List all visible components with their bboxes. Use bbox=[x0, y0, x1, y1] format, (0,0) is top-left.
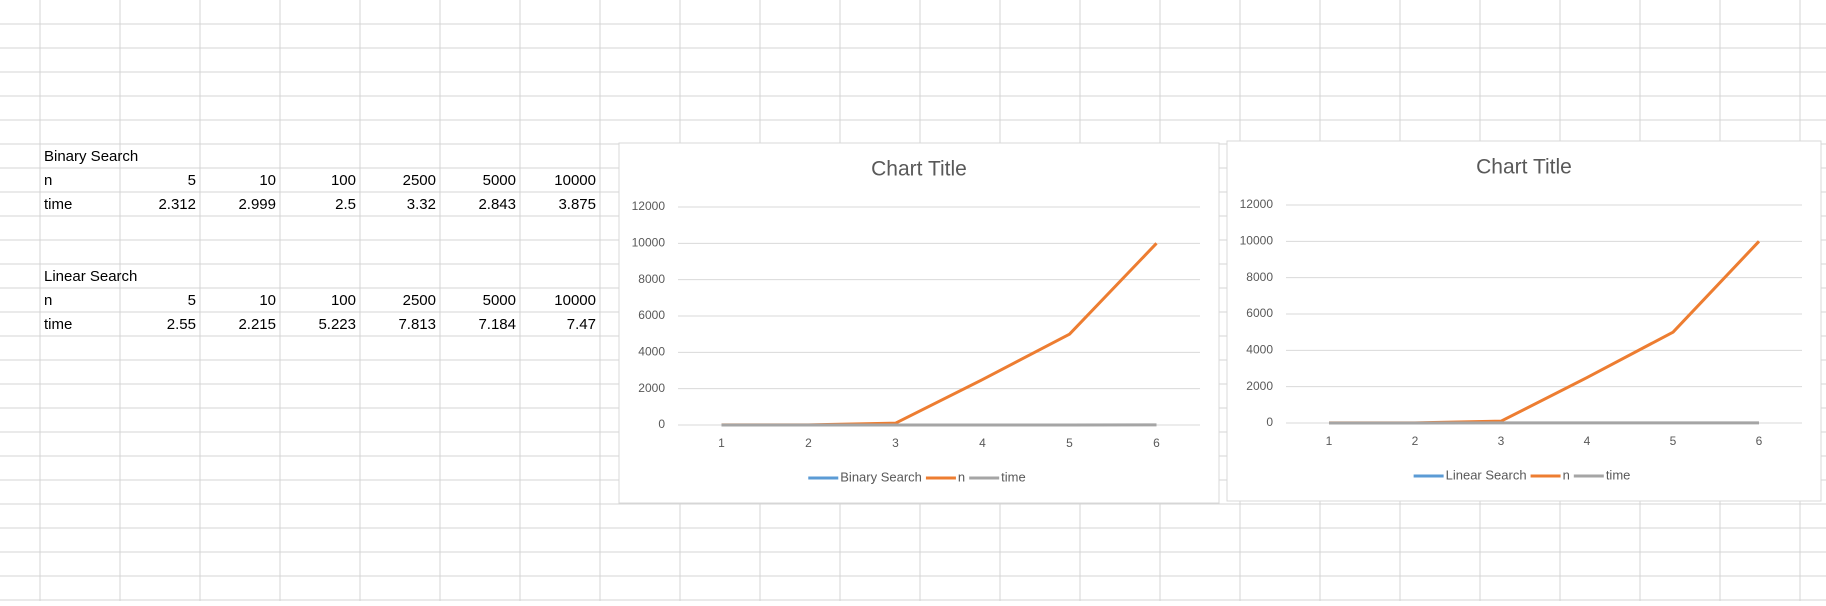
cell-value: 7.813 bbox=[398, 316, 436, 333]
x-tick-label: 4 bbox=[979, 436, 986, 450]
row-label: time bbox=[44, 316, 72, 333]
y-tick-label: 6000 bbox=[1246, 306, 1273, 320]
row-label: n bbox=[44, 292, 52, 309]
y-tick-label: 12000 bbox=[632, 199, 666, 213]
cell-value: 100 bbox=[331, 172, 356, 189]
cell-value: 7.47 bbox=[567, 316, 596, 333]
legend-label: n bbox=[958, 469, 965, 484]
legend-label: time bbox=[1001, 469, 1026, 484]
cell-value: 2500 bbox=[403, 172, 436, 189]
legend-label: Binary Search bbox=[840, 469, 922, 484]
chart-title: Chart Title bbox=[1476, 156, 1572, 179]
x-tick-label: 4 bbox=[1584, 434, 1591, 448]
cell-value: 5 bbox=[188, 172, 196, 189]
y-tick-label: 4000 bbox=[638, 345, 665, 359]
chart-title: Chart Title bbox=[871, 158, 967, 181]
x-tick-label: 3 bbox=[892, 436, 899, 450]
cell-value: 5000 bbox=[483, 292, 516, 309]
table-title: Binary Search bbox=[44, 148, 138, 165]
cell-value: 10000 bbox=[554, 172, 596, 189]
chart: Chart Title 0 2000 4000 6000 8000 10000 12000 1 2… bbox=[1227, 141, 1821, 501]
y-tick-label: 8000 bbox=[1246, 270, 1273, 284]
cell-value: 2.843 bbox=[478, 196, 516, 213]
cell-value: 2.55 bbox=[167, 316, 196, 333]
cell-value: 2.5 bbox=[335, 196, 356, 213]
x-tick-label: 5 bbox=[1670, 434, 1677, 448]
legend-label: n bbox=[1563, 467, 1570, 482]
x-tick-label: 1 bbox=[1326, 434, 1333, 448]
row-label: time bbox=[44, 196, 72, 213]
legend-label: time bbox=[1606, 467, 1631, 482]
cell-value: 10000 bbox=[554, 292, 596, 309]
y-tick-label: 4000 bbox=[1246, 343, 1273, 357]
x-tick-label: 6 bbox=[1756, 434, 1763, 448]
y-tick-label: 0 bbox=[1266, 415, 1273, 429]
chart-area bbox=[1227, 141, 1821, 501]
y-tick-label: 2000 bbox=[1246, 379, 1273, 393]
cell-value: 100 bbox=[331, 292, 356, 309]
x-tick-label: 3 bbox=[1498, 434, 1505, 448]
y-tick-label: 8000 bbox=[638, 272, 665, 286]
x-tick-label: 1 bbox=[718, 436, 725, 450]
cell-value: 2.312 bbox=[158, 196, 196, 213]
cell-value: 3.875 bbox=[558, 196, 596, 213]
x-tick-label: 6 bbox=[1153, 436, 1160, 450]
y-tick-label: 10000 bbox=[1240, 234, 1274, 248]
cell-value: 5.223 bbox=[318, 316, 356, 333]
x-tick-label: 2 bbox=[1412, 434, 1419, 448]
cell-value: 2500 bbox=[403, 292, 436, 309]
cell-value: 2.999 bbox=[238, 196, 276, 213]
table-title: Linear Search bbox=[44, 268, 137, 285]
cell-value: 10 bbox=[259, 172, 276, 189]
chart: Chart Title 0 2000 4000 6000 8000 10000 12000 1 2… bbox=[619, 143, 1219, 503]
cell-value: 5 bbox=[188, 292, 196, 309]
x-tick-label: 2 bbox=[805, 436, 812, 450]
y-tick-label: 2000 bbox=[638, 381, 665, 395]
cell-value: 7.184 bbox=[478, 316, 516, 333]
y-tick-label: 10000 bbox=[632, 236, 666, 250]
legend-label: Linear Search bbox=[1446, 467, 1527, 482]
y-tick-label: 12000 bbox=[1240, 197, 1274, 211]
row-label: n bbox=[44, 172, 52, 189]
cell-value: 5000 bbox=[483, 172, 516, 189]
cell-value: 3.32 bbox=[407, 196, 436, 213]
cell-value: 10 bbox=[259, 292, 276, 309]
y-tick-label: 6000 bbox=[638, 308, 665, 322]
y-tick-label: 0 bbox=[658, 417, 665, 431]
x-tick-label: 5 bbox=[1066, 436, 1073, 450]
chart-area bbox=[619, 143, 1219, 503]
cell-value: 2.215 bbox=[238, 316, 276, 333]
